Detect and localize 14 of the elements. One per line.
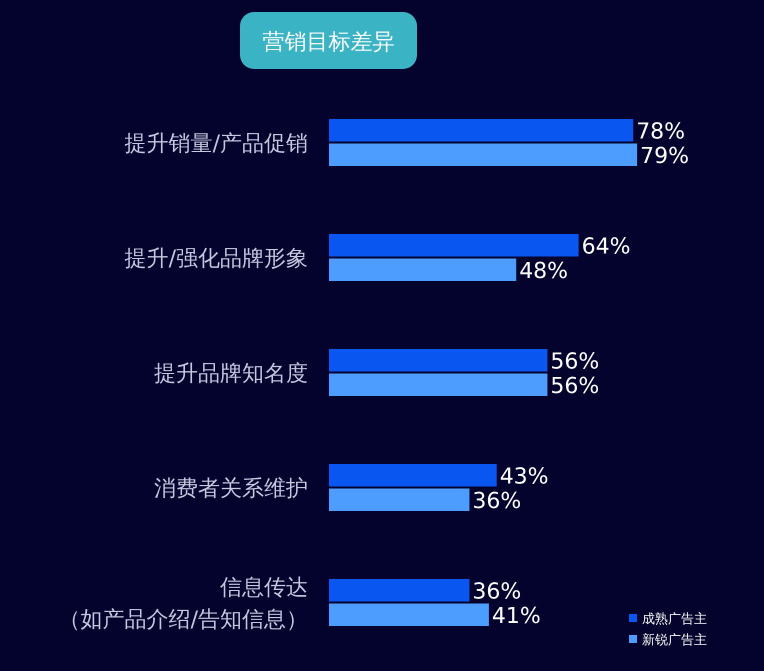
legend-label: 成熟广告主 xyxy=(642,611,707,627)
data-label: 64% xyxy=(582,234,631,260)
data-label: 78% xyxy=(636,119,686,144)
data-label: 56% xyxy=(550,349,600,374)
legend-label: 新锐广告主 xyxy=(642,632,707,648)
data-label: 79% xyxy=(640,144,690,169)
title: 营销目标差异 xyxy=(240,12,417,69)
data-label: 36% xyxy=(472,579,522,604)
data-label: 56% xyxy=(550,374,600,399)
chart-title: 营销目标差异 xyxy=(262,30,394,55)
data-label: 48% xyxy=(519,258,568,284)
data-label: 36% xyxy=(472,488,522,514)
data-label: 41% xyxy=(492,604,541,629)
data-label: 43% xyxy=(500,464,549,490)
